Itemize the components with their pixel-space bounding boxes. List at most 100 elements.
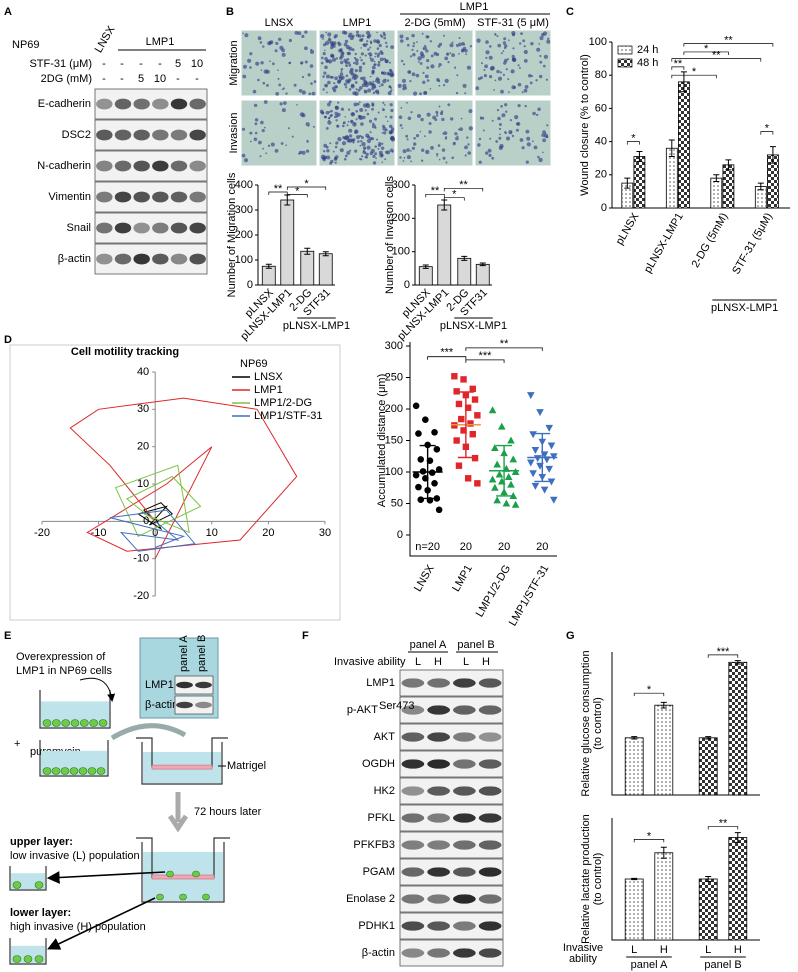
x-axis-label: Invasive [563, 942, 603, 954]
stained-cell [538, 43, 541, 45]
stained-cell [311, 91, 316, 96]
stained-cell [444, 78, 449, 83]
stained-cell [349, 149, 352, 152]
stained-cell [423, 91, 428, 95]
stained-cell [262, 81, 266, 85]
stained-cell [287, 127, 290, 130]
stained-cell [521, 146, 525, 150]
stained-cell [543, 133, 549, 138]
stained-cell [430, 64, 435, 69]
blot-band [189, 253, 206, 265]
stained-cell [334, 76, 338, 81]
bar [475, 263, 490, 286]
stained-cell [332, 57, 337, 62]
blot-band [427, 894, 450, 904]
stained-cell [429, 40, 432, 43]
blot-band [478, 786, 502, 796]
stained-cell [426, 112, 431, 117]
x-tick-label: 20 [262, 527, 274, 539]
cell [52, 719, 61, 727]
sig-label: ** [500, 338, 509, 350]
stained-cell [455, 43, 458, 46]
blot-band [114, 98, 132, 110]
stained-cell [424, 74, 429, 79]
stained-cell [497, 76, 503, 81]
stained-cell [353, 102, 358, 107]
sig-label: ** [719, 817, 728, 829]
stained-cell [455, 91, 459, 95]
blot-frame [174, 675, 214, 695]
data-point [460, 427, 467, 434]
sig-label: ** [674, 58, 683, 70]
stained-cell [501, 113, 506, 118]
treatment-cell: - [139, 58, 143, 70]
sig-bracket [443, 187, 484, 192]
stained-cell [464, 145, 468, 150]
sig-label: * [704, 43, 709, 55]
stained-cell [350, 72, 355, 76]
legend-label: LMP1 [254, 384, 283, 396]
stained-cell [347, 51, 352, 56]
stained-cell [436, 78, 440, 82]
stained-cell [389, 86, 393, 90]
stained-cell [293, 83, 297, 87]
bar [261, 265, 276, 286]
stained-cell [475, 86, 480, 91]
blot-band [114, 129, 132, 141]
blot-band [401, 732, 425, 742]
blot-band [133, 160, 150, 172]
stained-cell [352, 122, 357, 127]
stained-cell [267, 41, 272, 46]
stained-cell [294, 31, 299, 35]
stained-cell [437, 144, 441, 147]
blot-band [453, 786, 476, 796]
blot-band [453, 732, 476, 742]
stained-cell [320, 34, 325, 39]
stained-cell [328, 37, 331, 40]
stained-cell [365, 133, 370, 138]
y-tick-label: 0 [397, 529, 403, 541]
stained-cell [436, 112, 439, 115]
stained-cell [343, 42, 348, 47]
data-point [545, 465, 553, 473]
stained-cell [346, 58, 350, 61]
stained-cell [451, 156, 455, 160]
stained-cell [538, 157, 543, 163]
y-tick-label: 0 [247, 279, 253, 291]
bar [318, 253, 333, 286]
stained-cell [369, 46, 372, 49]
stained-cell [511, 134, 515, 138]
data-point [529, 470, 537, 478]
stained-cell [389, 124, 393, 129]
stained-cell [389, 115, 393, 119]
data-point [417, 456, 425, 463]
stained-cell [379, 50, 383, 54]
error-bar [304, 247, 311, 255]
stained-cell [476, 38, 481, 43]
stained-cell [281, 48, 285, 53]
stained-cell [281, 108, 286, 113]
cell [61, 719, 70, 727]
cell [202, 893, 210, 901]
data-point [550, 496, 558, 504]
stained-cell [371, 65, 376, 70]
stained-cell [504, 103, 508, 107]
blot-band [453, 759, 476, 769]
blot-frame [399, 723, 504, 751]
data-point [471, 396, 479, 403]
stained-cell [361, 34, 365, 38]
row-label: Migration [228, 40, 240, 85]
blot-band [427, 705, 450, 715]
blot-band [427, 759, 450, 769]
stained-cell [377, 111, 380, 114]
bar [698, 878, 718, 941]
stained-cell [374, 145, 378, 148]
cell [23, 955, 33, 963]
blot-band [96, 191, 113, 203]
stained-cell [337, 137, 342, 142]
stained-cell [335, 119, 338, 122]
data-point [435, 466, 443, 473]
blot-band [96, 129, 113, 141]
